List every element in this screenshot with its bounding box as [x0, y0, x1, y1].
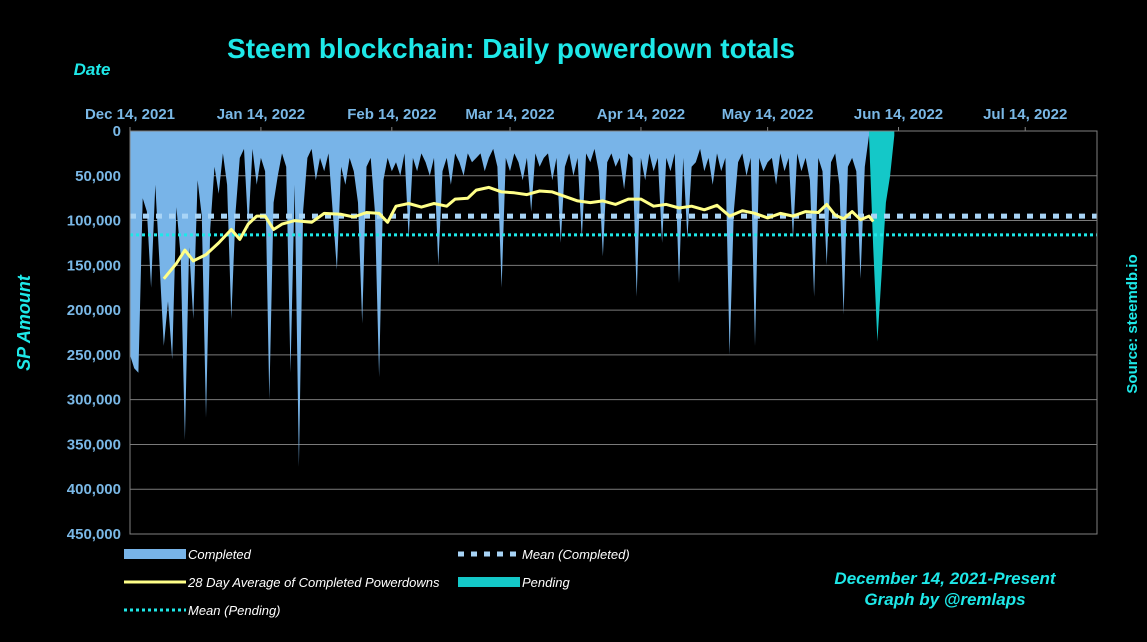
legend-item: Pending: [458, 575, 570, 590]
y-tick-label: 300,000: [67, 392, 121, 409]
footer-credit: Graph by @remlaps: [864, 590, 1025, 609]
y-tick-label: 100,000: [67, 213, 121, 230]
y-tick-label: 400,000: [67, 481, 121, 498]
y-axis-label: SP Amount: [14, 274, 34, 371]
legend-item: Mean (Pending): [124, 603, 281, 618]
series-layer: [130, 131, 1097, 467]
source-label: Source: steemdb.io: [1124, 254, 1141, 393]
y-tick-label: 0: [113, 123, 121, 140]
y-tick-labels: 0 50,000 100,000 150,000 200,000 250,000 300,0…: [67, 123, 121, 543]
legend-item: Mean (Completed): [458, 547, 630, 562]
y-tick-label: 50,000: [75, 168, 121, 185]
legend-label: Completed: [188, 547, 252, 562]
series-28day-average-line: [162, 185, 875, 280]
y-tick-label: 200,000: [67, 302, 121, 319]
legend-item: 28 Day Average of Completed Powerdowns: [124, 575, 440, 590]
legend-label: Mean (Completed): [522, 547, 630, 562]
chart-title: Steem blockchain: Daily powerdown totals: [227, 33, 795, 64]
plot-frame: [129, 130, 1098, 535]
x-tick-label: Jun 14, 2022: [854, 106, 943, 123]
legend-label: 28 Day Average of Completed Powerdowns: [187, 575, 440, 590]
legend: Completed Mean (Completed) 28 Day Average …: [124, 547, 630, 618]
x-tick-label: Apr 14, 2022: [597, 106, 685, 123]
y-tick-label: 150,000: [67, 257, 121, 274]
legend-swatch: [124, 549, 186, 559]
y-tick-label: 350,000: [67, 436, 121, 453]
x-tick-label: Feb 14, 2022: [347, 106, 436, 123]
legend-label: Mean (Pending): [188, 603, 281, 618]
legend-label: Pending: [522, 575, 570, 590]
x-tick-label: Mar 14, 2022: [465, 106, 554, 123]
gridlines: [130, 175, 1097, 490]
y-tick-label: 450,000: [67, 526, 121, 543]
legend-swatch: [458, 577, 520, 587]
series-completed-area: [130, 131, 869, 467]
y-tick-label: 250,000: [67, 347, 121, 364]
x-tick-label: Dec 14, 2021: [85, 106, 175, 123]
footer-date-range: December 14, 2021-Present: [834, 569, 1056, 588]
x-axis-label: Date: [74, 60, 111, 79]
x-tick-label: Jul 14, 2022: [983, 106, 1067, 123]
x-tick-labels: Dec 14, 2021 Jan 14, 2022 Feb 14, 2022 Mar …: [85, 106, 1067, 131]
x-tick-label: May 14, 2022: [722, 106, 814, 123]
x-tick-label: Jan 14, 2022: [217, 106, 305, 123]
legend-item: Completed: [124, 547, 252, 562]
